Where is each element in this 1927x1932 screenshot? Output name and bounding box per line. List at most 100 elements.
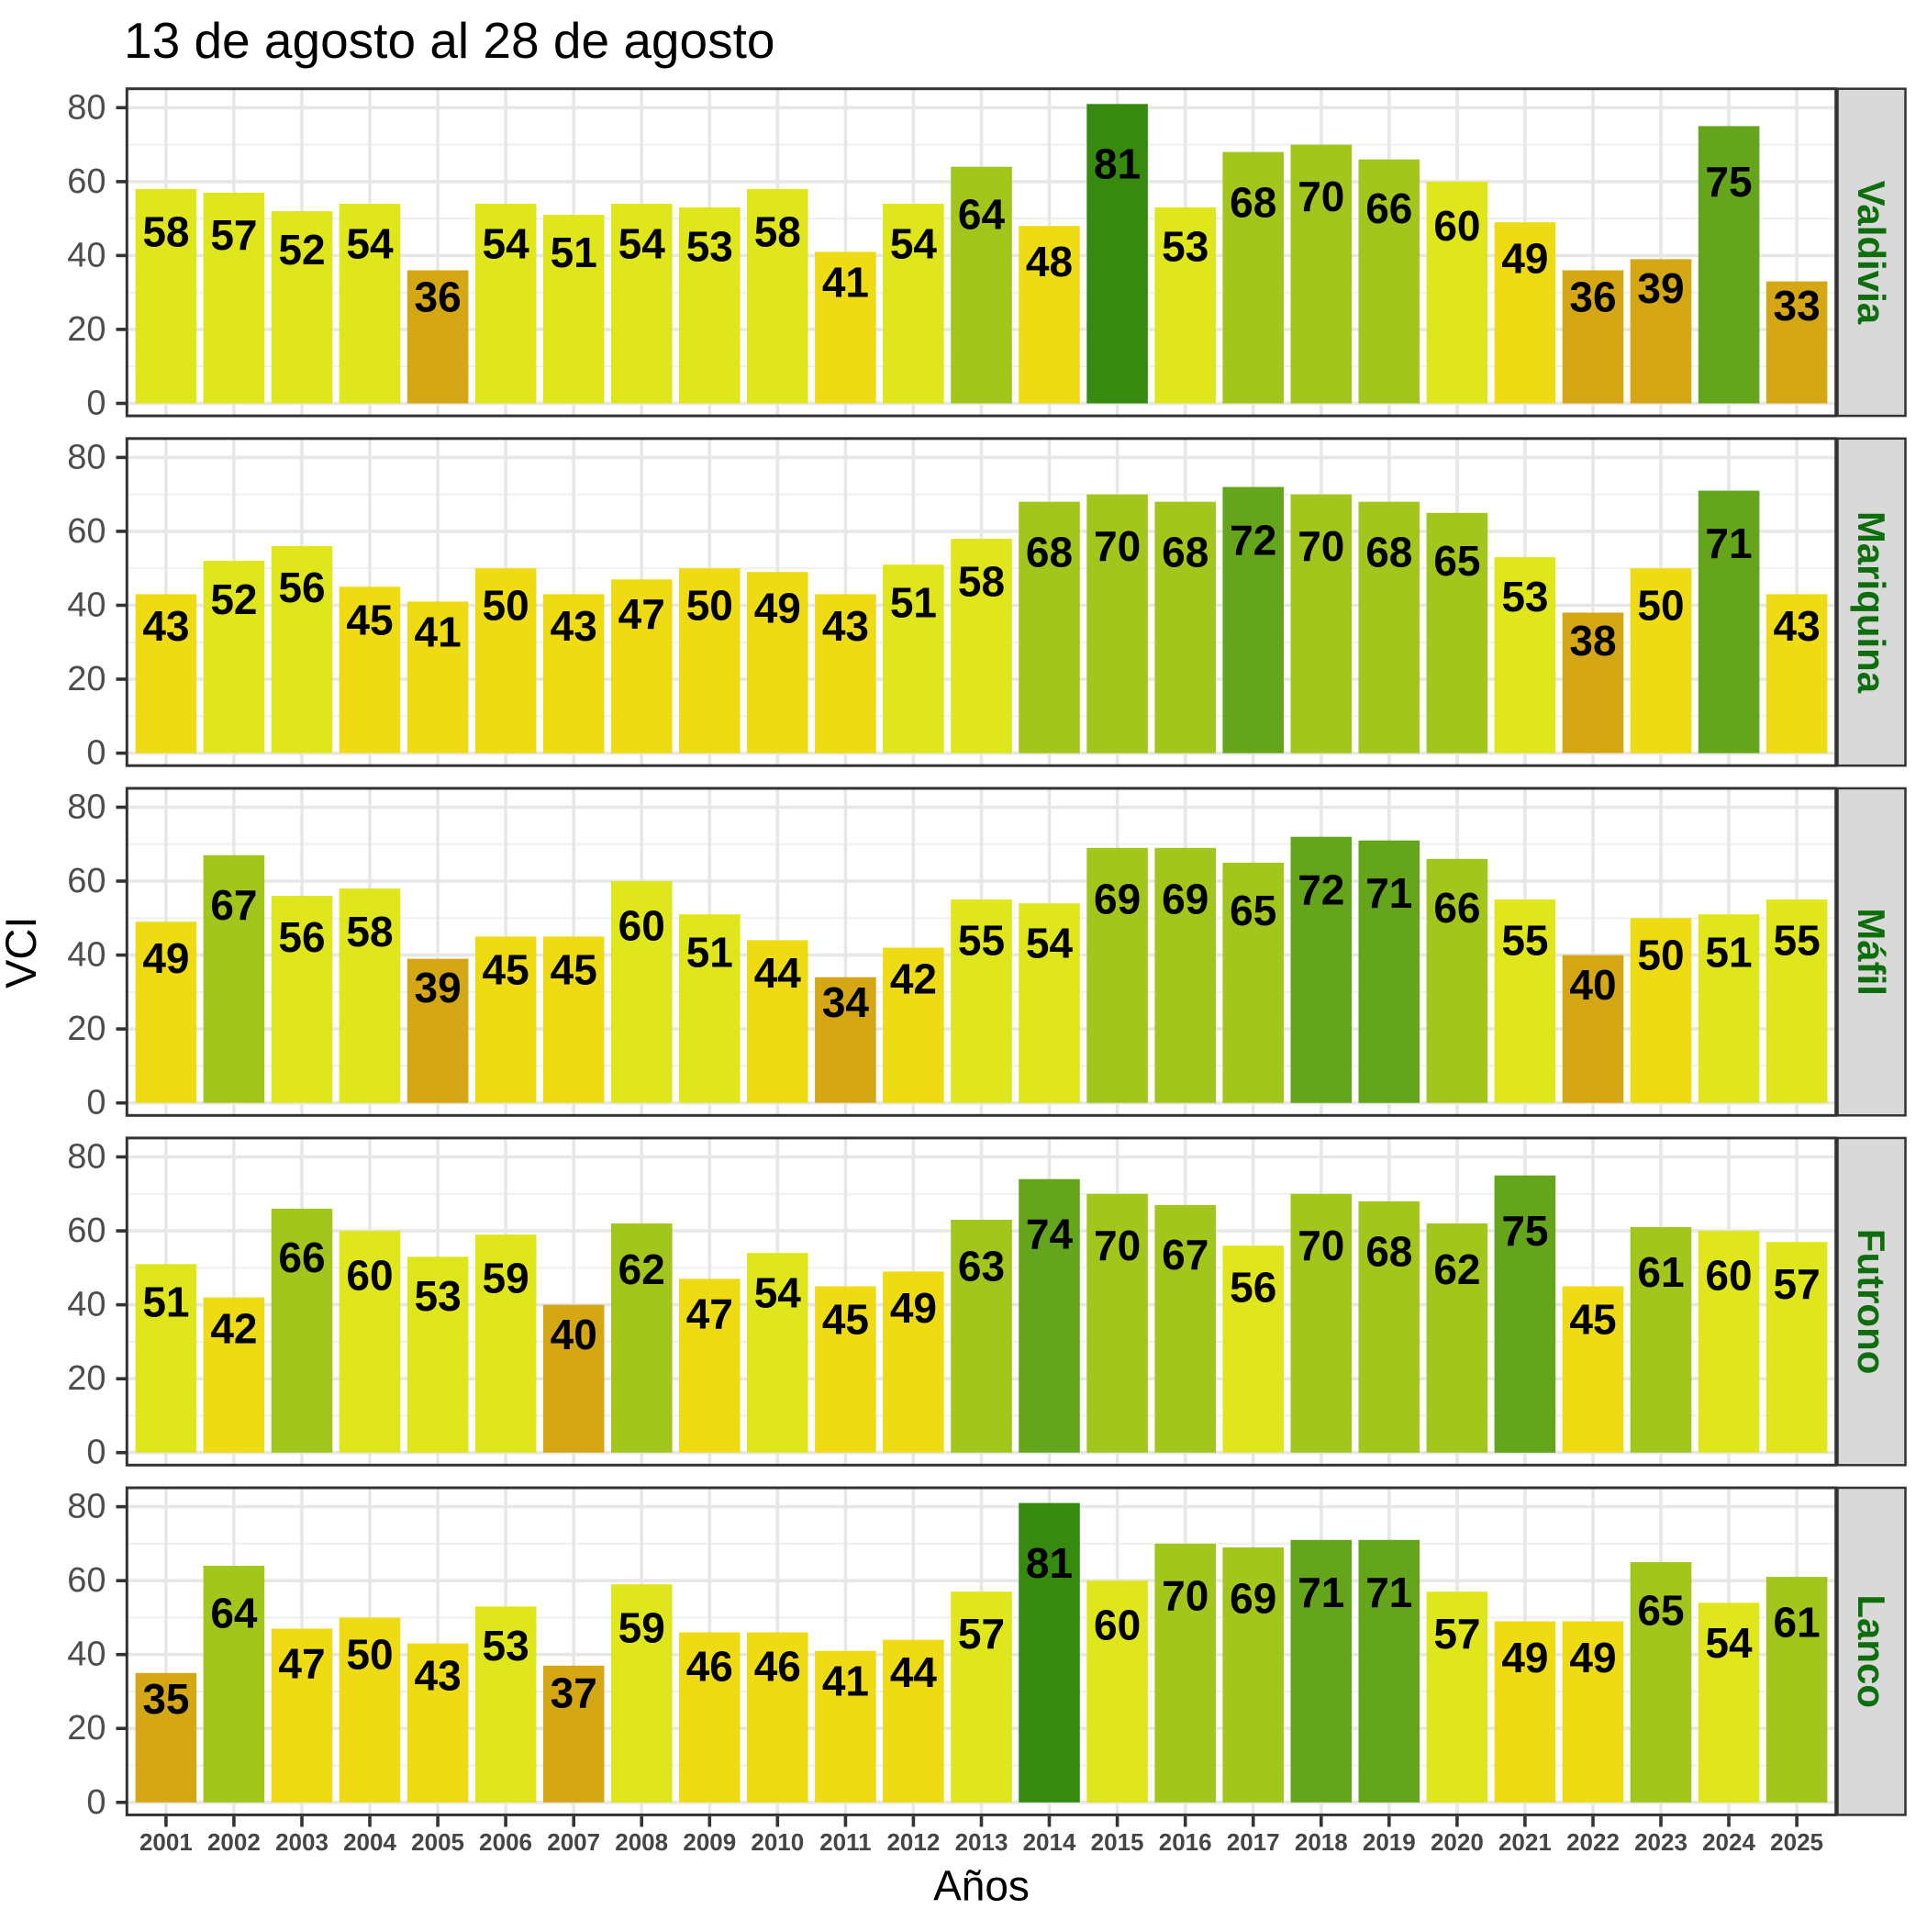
svg-text:81: 81 (1094, 140, 1141, 188)
svg-text:80: 80 (67, 438, 106, 476)
svg-text:69: 69 (1162, 875, 1209, 922)
svg-text:54: 54 (1026, 920, 1074, 967)
svg-text:45: 45 (551, 946, 597, 994)
svg-text:2017: 2017 (1227, 1828, 1280, 1856)
svg-text:50: 50 (686, 582, 733, 630)
svg-text:64: 64 (958, 190, 1006, 238)
svg-text:2001: 2001 (139, 1828, 193, 1856)
svg-text:72: 72 (1230, 517, 1276, 564)
svg-text:40: 40 (67, 586, 106, 625)
svg-text:69: 69 (1230, 1575, 1276, 1623)
svg-text:64: 64 (210, 1590, 258, 1637)
svg-text:Máfil: Máfil (1850, 908, 1893, 996)
svg-text:70: 70 (1298, 173, 1344, 220)
svg-text:61: 61 (1774, 1598, 1821, 1646)
svg-text:44: 44 (890, 1648, 938, 1696)
svg-text:57: 57 (1774, 1260, 1821, 1308)
svg-text:56: 56 (278, 913, 325, 961)
svg-text:44: 44 (754, 949, 802, 997)
svg-text:58: 58 (346, 908, 393, 955)
svg-text:49: 49 (754, 585, 801, 632)
svg-text:43: 43 (142, 602, 189, 650)
svg-text:41: 41 (822, 1658, 869, 1705)
svg-text:54: 54 (346, 220, 394, 268)
svg-text:41: 41 (822, 258, 869, 306)
svg-text:45: 45 (1569, 1296, 1616, 1344)
svg-text:65: 65 (1637, 1586, 1684, 1634)
svg-text:2008: 2008 (615, 1828, 668, 1856)
svg-text:67: 67 (1162, 1231, 1209, 1279)
svg-text:80: 80 (67, 1488, 106, 1526)
svg-text:2024: 2024 (1702, 1828, 1755, 1856)
svg-text:53: 53 (1162, 223, 1209, 271)
svg-text:62: 62 (618, 1245, 665, 1293)
svg-text:81: 81 (1026, 1539, 1073, 1587)
svg-text:43: 43 (415, 1651, 462, 1699)
svg-text:68: 68 (1365, 529, 1412, 576)
svg-text:50: 50 (1637, 582, 1684, 630)
svg-text:75: 75 (1705, 158, 1752, 206)
svg-text:53: 53 (483, 1622, 529, 1670)
svg-text:72: 72 (1298, 866, 1344, 914)
svg-text:66: 66 (1433, 884, 1480, 932)
svg-text:68: 68 (1230, 178, 1276, 226)
svg-text:58: 58 (754, 208, 801, 256)
svg-text:36: 36 (415, 274, 462, 321)
svg-text:80: 80 (67, 1138, 106, 1177)
svg-text:49: 49 (1501, 235, 1548, 283)
svg-text:60: 60 (1094, 1602, 1141, 1649)
svg-text:0: 0 (86, 734, 106, 773)
svg-text:60: 60 (1705, 1251, 1752, 1299)
svg-text:66: 66 (1365, 184, 1412, 232)
svg-text:43: 43 (822, 602, 869, 650)
svg-text:34: 34 (822, 978, 870, 1026)
svg-text:57: 57 (210, 211, 257, 259)
svg-text:50: 50 (1637, 932, 1684, 979)
svg-text:48: 48 (1026, 238, 1073, 285)
svg-text:47: 47 (618, 590, 665, 638)
svg-text:59: 59 (618, 1604, 665, 1652)
svg-text:60: 60 (67, 1212, 106, 1250)
svg-text:46: 46 (686, 1643, 733, 1691)
svg-text:2018: 2018 (1295, 1828, 1348, 1856)
svg-text:40: 40 (67, 236, 106, 274)
svg-text:50: 50 (483, 582, 529, 630)
svg-text:2006: 2006 (479, 1828, 532, 1856)
svg-text:2004: 2004 (343, 1828, 396, 1856)
svg-text:41: 41 (415, 609, 462, 656)
svg-text:71: 71 (1365, 869, 1412, 917)
svg-text:42: 42 (210, 1304, 257, 1352)
svg-text:2020: 2020 (1431, 1828, 1484, 1856)
svg-text:52: 52 (210, 575, 257, 623)
svg-text:80: 80 (67, 88, 106, 127)
svg-text:2011: 2011 (819, 1828, 871, 1856)
svg-text:62: 62 (1433, 1245, 1480, 1293)
svg-text:61: 61 (1637, 1248, 1684, 1296)
svg-text:55: 55 (1501, 916, 1548, 964)
svg-text:74: 74 (1026, 1210, 1074, 1257)
svg-text:2009: 2009 (683, 1828, 736, 1856)
svg-text:67: 67 (210, 881, 257, 929)
svg-text:54: 54 (754, 1269, 802, 1317)
svg-text:71: 71 (1298, 1569, 1344, 1616)
svg-text:49: 49 (142, 934, 189, 982)
svg-text:2021: 2021 (1498, 1828, 1552, 1856)
svg-text:57: 57 (1433, 1610, 1480, 1658)
svg-text:Años: Años (933, 1862, 1030, 1910)
svg-text:49: 49 (1501, 1634, 1548, 1681)
svg-text:59: 59 (483, 1255, 529, 1302)
svg-text:53: 53 (686, 223, 733, 271)
svg-text:56: 56 (278, 564, 325, 611)
svg-text:2023: 2023 (1634, 1828, 1688, 1856)
svg-text:68: 68 (1026, 529, 1073, 576)
svg-text:42: 42 (890, 955, 937, 1002)
svg-text:45: 45 (483, 946, 529, 994)
svg-text:63: 63 (958, 1243, 1005, 1290)
svg-text:69: 69 (1094, 875, 1141, 922)
svg-text:43: 43 (551, 602, 597, 650)
svg-text:40: 40 (551, 1311, 597, 1358)
svg-text:54: 54 (1705, 1619, 1753, 1667)
svg-text:50: 50 (346, 1631, 393, 1679)
svg-text:37: 37 (551, 1670, 597, 1717)
svg-text:2025: 2025 (1770, 1828, 1823, 1856)
